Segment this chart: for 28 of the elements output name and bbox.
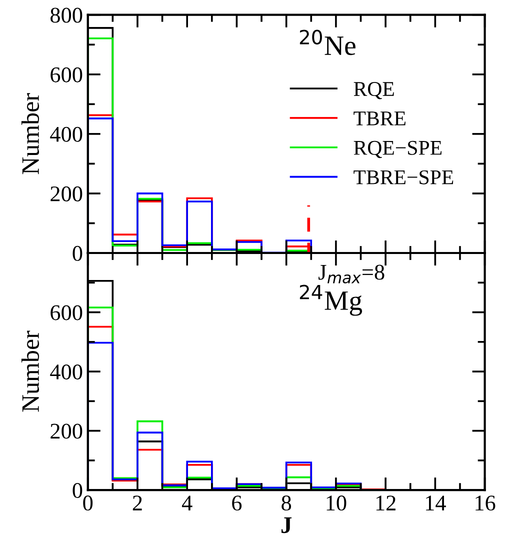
y-tick-label: 400 bbox=[50, 126, 82, 142]
y-tick-label: 400 bbox=[50, 364, 82, 380]
y-axis-title: Number bbox=[21, 330, 40, 412]
y-tick-label: 0 bbox=[72, 246, 82, 261]
x-tick-label: 4 bbox=[182, 496, 192, 510]
legend-label: RQE bbox=[354, 82, 394, 100]
x-axis-title: J bbox=[281, 517, 292, 534]
annotation: $^{24}$Mg bbox=[300, 284, 362, 316]
y-tick-label: 600 bbox=[50, 67, 82, 82]
legend-label: TBRE−SPE bbox=[354, 170, 454, 184]
x-tick-label: 6 bbox=[232, 496, 242, 511]
y-tick-label: 200 bbox=[50, 424, 82, 439]
y-tick-label: 600 bbox=[50, 305, 82, 320]
x-tick-label: 2 bbox=[132, 496, 142, 510]
x-tick-label: 12 bbox=[376, 496, 396, 510]
x-tick-label: 16 bbox=[476, 496, 496, 511]
x-tick-label: 8 bbox=[282, 496, 292, 511]
y-tick-label: 800 bbox=[50, 8, 82, 23]
x-tick-label: 0 bbox=[83, 496, 93, 511]
y-tick-label: 200 bbox=[50, 186, 82, 202]
x-tick-label: 14 bbox=[426, 496, 446, 510]
legend-label: RQE−SPE bbox=[354, 140, 442, 158]
y-tick-label: 0 bbox=[72, 482, 82, 498]
x-tick-label: 10 bbox=[326, 496, 346, 511]
y-axis-title: Number bbox=[21, 93, 40, 174]
annotation: $^{20}$Ne bbox=[300, 30, 356, 56]
annotation: J$_{max}$=8 bbox=[318, 264, 384, 284]
legend-label: TBRE bbox=[354, 112, 406, 126]
